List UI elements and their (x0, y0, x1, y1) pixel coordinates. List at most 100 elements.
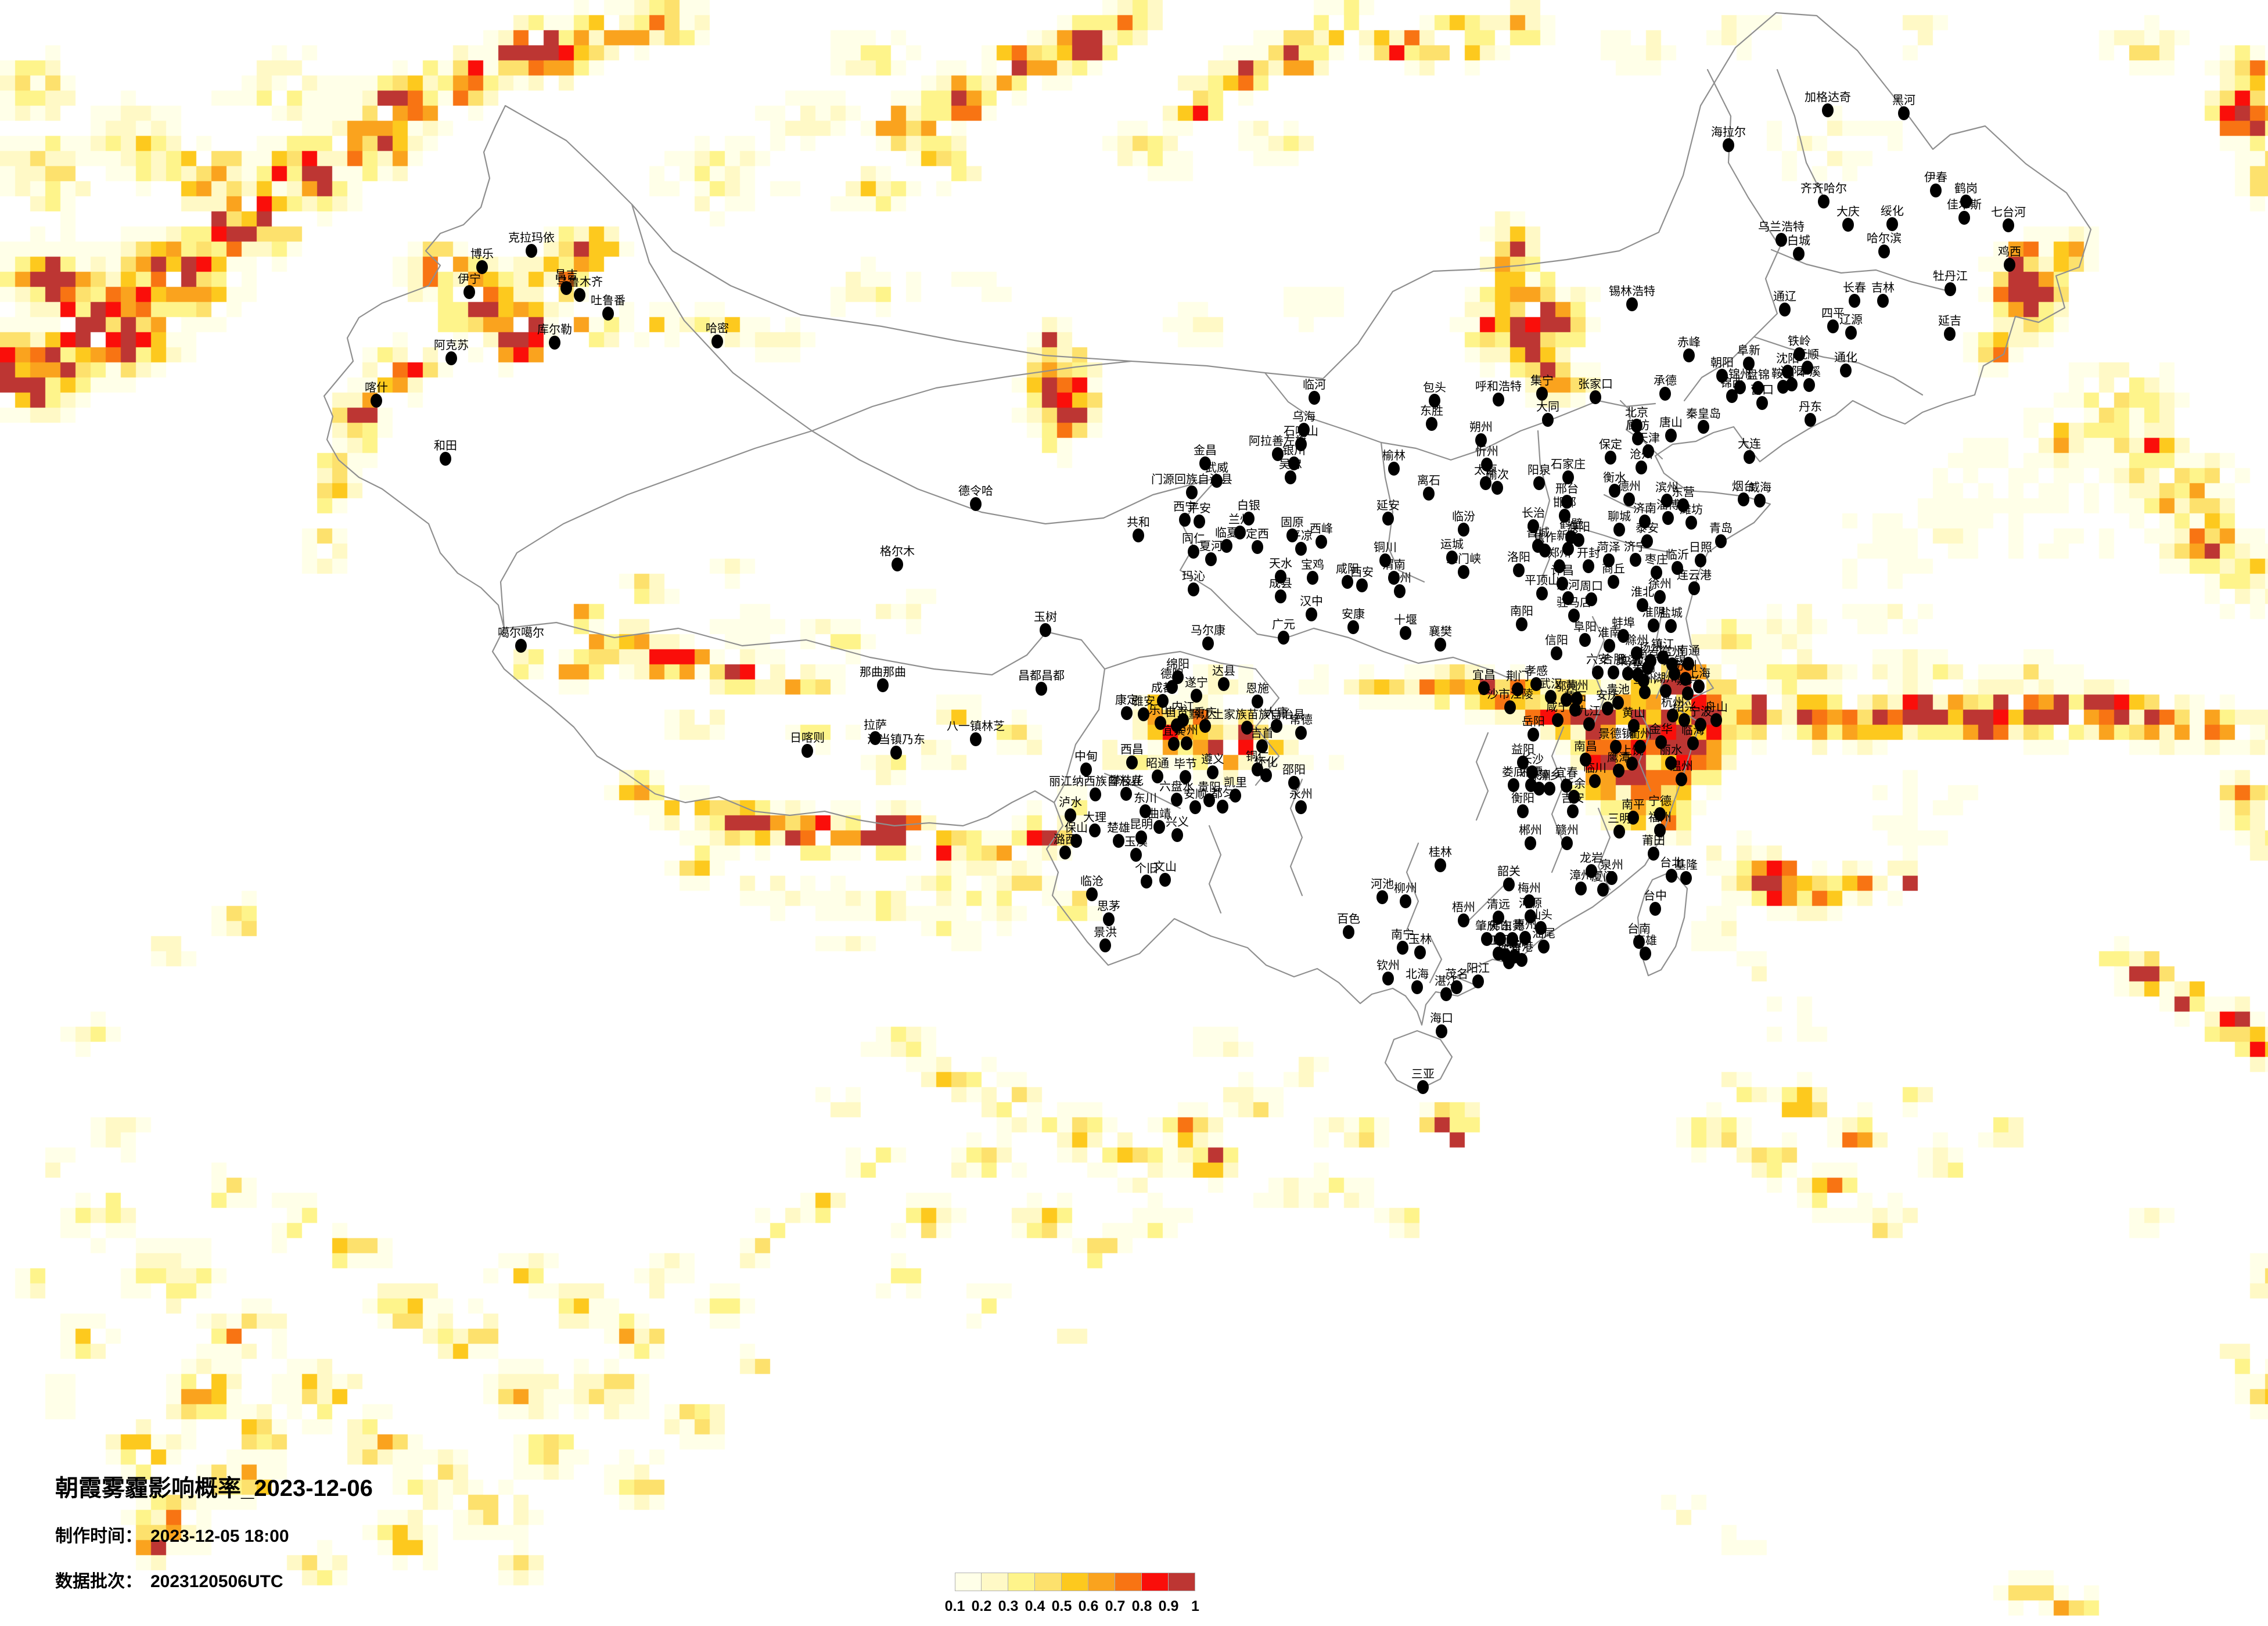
city-label: 莆田 (1642, 834, 1665, 847)
city-label: 德州 (1618, 480, 1641, 493)
city-dot (1603, 553, 1615, 567)
city-dot (1199, 719, 1211, 733)
city-dot (711, 334, 723, 348)
city-dot (1417, 1080, 1429, 1094)
city-label: 抚顺 (1796, 348, 1819, 361)
city-label: 共和 (1127, 516, 1150, 529)
city-label: 赣州 (1555, 823, 1579, 837)
city-dot (1458, 565, 1469, 579)
city-label: 榆次 (1486, 468, 1509, 481)
city-dot (1666, 869, 1677, 883)
city-label: 鹰潭 (1607, 751, 1630, 764)
city-label: 克拉玛依 (508, 231, 555, 244)
city-dot (1849, 294, 1860, 308)
city-label: 淮北 (1631, 585, 1654, 599)
city-label: 噶尔噶尔 (498, 626, 544, 639)
city-dot (1743, 357, 1755, 370)
city-dot (1523, 894, 1535, 908)
city-dot (1565, 530, 1577, 544)
city-dot (1171, 828, 1183, 842)
city-dot (1171, 718, 1182, 732)
city-dot (1086, 887, 1098, 901)
province-boundary-path (499, 430, 813, 629)
city-dot (1295, 437, 1307, 451)
city-label: 齐齐哈尔 (1800, 182, 1847, 195)
city-label: 丽江纳西族自治县 (1049, 775, 1142, 788)
city-label: 铜仁 (1246, 750, 1269, 763)
city-dot (1179, 513, 1191, 527)
city-dot (1845, 326, 1857, 340)
city-label: 滁州 (1625, 634, 1648, 647)
city-dot (445, 351, 457, 365)
city-dot (1654, 590, 1666, 604)
city-label: 吴忠 (1279, 458, 1302, 471)
city-dot (1171, 793, 1182, 807)
city-dot (1230, 789, 1241, 803)
city-dot (1633, 935, 1645, 949)
city-label: 衡阳 (1511, 792, 1534, 805)
city-dot (1080, 762, 1092, 776)
city-label: 沈阳 (1776, 352, 1799, 365)
city-dot (1793, 347, 1805, 361)
city-label: 湖州 (1654, 671, 1677, 685)
province-boundary-path (1753, 336, 1924, 396)
city-dot (1458, 913, 1469, 927)
city-label: 武威 (1205, 461, 1228, 474)
city-dot (1307, 571, 1318, 585)
city-dot (869, 731, 881, 745)
city-dot (1802, 361, 1813, 375)
city-label: 通化 (1834, 351, 1857, 364)
city-dot (1631, 646, 1642, 660)
city-label: 温州 (1670, 760, 1693, 773)
city-label: 汕尾 (1532, 927, 1555, 940)
city-dot (1561, 779, 1572, 793)
title-zh: 朝霞雾霾影响概率 (55, 1475, 241, 1501)
city-label: 河池 (1371, 877, 1394, 891)
city-label: 辽源 (1839, 313, 1863, 326)
city-label: 深圳 (1503, 937, 1526, 950)
city-label: 临海 (1681, 724, 1705, 737)
city-dot (1683, 348, 1695, 362)
city-label: 七台河 (1991, 206, 2026, 219)
city-dot (476, 260, 488, 274)
city-label: 日照 (1689, 541, 1712, 554)
city-label: 加格达奇 (1805, 91, 1851, 104)
city-dot (1687, 736, 1699, 750)
city-dot (1538, 940, 1550, 954)
city-label: 东川 (1134, 792, 1157, 805)
city-label: 佛山 (1489, 919, 1512, 933)
city-label: 大理 (1083, 811, 1106, 824)
city-label: 永州 (1289, 787, 1313, 801)
city-label: 雅安 (1132, 695, 1155, 708)
city-dot (1552, 713, 1563, 727)
city-dot (1181, 736, 1192, 750)
city-label: 铁岭 (1788, 334, 1811, 348)
city-dot (1491, 481, 1503, 495)
national-boundary-path (323, 12, 2092, 1026)
city-label: 百色 (1337, 912, 1360, 926)
city-label: 台南 (1627, 922, 1651, 936)
city-label: 湘潭 (1519, 765, 1543, 779)
city-dot (1562, 542, 1574, 556)
city-dot (1613, 764, 1624, 778)
city-dot (1678, 713, 1690, 727)
city-dot (1779, 303, 1791, 316)
city-label: 遵义 (1201, 753, 1224, 766)
city-label: 汕头 (1529, 908, 1552, 922)
city-dot (1640, 947, 1651, 961)
city-label: 中山 (1494, 936, 1517, 949)
city-label: 朝阳 (1710, 356, 1734, 369)
city-dot (1525, 909, 1536, 923)
city-dot (1414, 945, 1426, 959)
legend-swatch (1035, 1573, 1062, 1591)
city-label: 文山 (1153, 860, 1177, 873)
city-dot (1734, 380, 1746, 394)
city-label: 常德 (1289, 713, 1313, 726)
city-dot (1343, 925, 1354, 939)
city-dot (1508, 778, 1519, 792)
city-label: 济宁 (1624, 540, 1647, 553)
city-dot (1685, 516, 1697, 530)
page-title: 朝霞雾霾影响概率_2023-12-06 (55, 1475, 373, 1502)
city-dot (1188, 582, 1199, 596)
